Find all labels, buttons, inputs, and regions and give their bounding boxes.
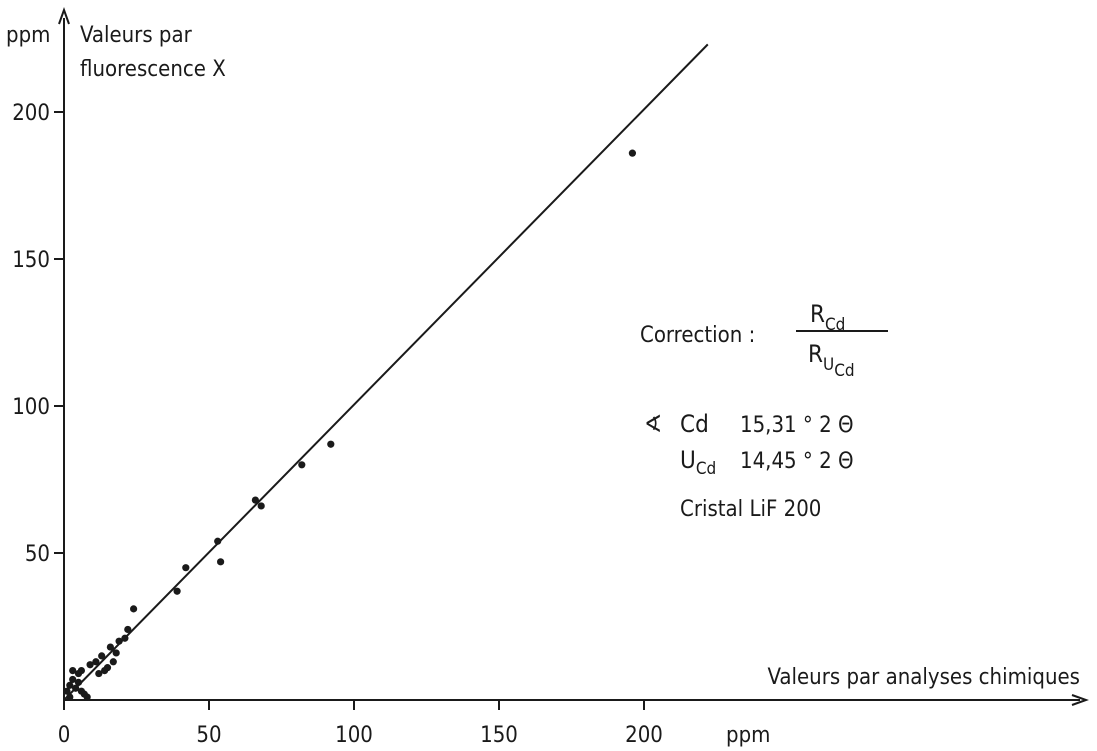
tick-marks xyxy=(54,111,645,710)
u-line-sub: Cd xyxy=(696,459,716,479)
correction-annotation: Correction : RCd RUCd ∢ Cd 15,31 ° 2 Θ U… xyxy=(640,300,888,522)
data-point xyxy=(628,149,637,157)
data-point xyxy=(124,625,132,634)
data-point xyxy=(109,658,117,666)
x-tick-label: 200 xyxy=(625,723,663,748)
data-point xyxy=(103,664,112,672)
fraction-denominator-symbol: R xyxy=(808,340,823,368)
x-axis-title: Valeurs par analyses chimiques xyxy=(768,665,1080,690)
data-point xyxy=(66,681,74,689)
data-point xyxy=(130,605,138,613)
angle-value: 15,31 ° 2 Θ xyxy=(740,413,854,438)
fraction-denominator-subsub: Cd xyxy=(834,361,854,381)
y-axis-unit: ppm xyxy=(6,23,50,48)
data-point xyxy=(77,667,85,675)
data-point xyxy=(86,661,94,669)
x-axis-arrow xyxy=(1071,694,1089,706)
data-point xyxy=(112,649,120,657)
data-point xyxy=(95,669,103,678)
fit-line xyxy=(63,43,709,701)
data-point xyxy=(63,687,71,695)
x-tick-label: 50 xyxy=(196,723,221,748)
data-point xyxy=(98,652,106,660)
data-point xyxy=(115,637,123,645)
data-point xyxy=(173,587,181,595)
fraction-denominator-sub: U xyxy=(823,355,834,375)
fraction-numerator-symbol: R xyxy=(810,300,825,328)
data-point xyxy=(92,658,100,666)
data-point xyxy=(72,684,80,692)
data-point xyxy=(214,537,222,545)
y-tick-label: 50 xyxy=(25,542,50,567)
angle-symbol: ∢ xyxy=(644,410,662,438)
x-tick-label: 150 xyxy=(480,723,518,748)
y-axis-title-line1: Valeurs par xyxy=(80,23,193,48)
y-axis-title-line2: fluorescence X xyxy=(80,57,226,82)
x-tick-label: 0 xyxy=(58,723,71,748)
fraction-numerator: RCd xyxy=(810,300,845,335)
u-line-element: UCd xyxy=(680,446,716,479)
data-point xyxy=(182,564,190,572)
data-points xyxy=(63,149,637,701)
u-line-symbol: U xyxy=(680,446,696,474)
y-tick-label: 100 xyxy=(12,395,50,420)
axes xyxy=(58,7,1089,706)
data-point xyxy=(327,440,335,448)
tick-labels: 0 50 100 150 200 50 100 150 200 xyxy=(12,101,663,748)
data-point xyxy=(251,496,259,504)
x-tick-label: 100 xyxy=(335,723,373,748)
data-point xyxy=(121,634,129,642)
data-point xyxy=(74,678,83,686)
fraction-denominator: RUCd xyxy=(808,340,855,381)
data-point xyxy=(106,643,114,651)
data-point xyxy=(66,693,74,701)
data-point xyxy=(257,502,265,510)
angle-element: Cd xyxy=(680,410,709,438)
data-point xyxy=(69,667,77,675)
x-axis-unit: ppm xyxy=(726,723,770,748)
y-tick-label: 150 xyxy=(12,248,50,273)
u-line-value: 14,45 ° 2 Θ xyxy=(740,449,854,474)
crystal-line: Cristal LiF 200 xyxy=(680,497,821,522)
data-point xyxy=(298,461,306,469)
y-axis-arrow xyxy=(58,7,70,25)
data-point xyxy=(69,675,77,684)
correction-label: Correction : xyxy=(640,323,755,348)
y-tick-label: 200 xyxy=(12,101,50,126)
data-point xyxy=(83,693,91,701)
data-point xyxy=(217,558,225,566)
